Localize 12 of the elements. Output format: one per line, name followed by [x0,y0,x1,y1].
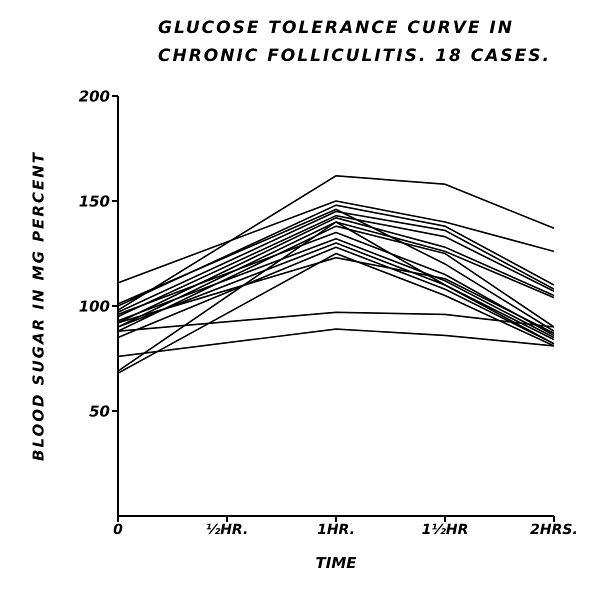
y-axis-title: BLOOD SUGAR IN MG PERCENT [29,151,48,461]
x-axis-title: TIME [316,554,358,572]
y-tick-label: 150 [78,192,110,210]
y-tick-label: 100 [78,297,110,316]
x-tick-label: 2HRS. [530,522,578,538]
x-tick-label: 0 [113,522,124,538]
x-tick-label: 1HR. [317,522,355,538]
y-tick-label: 200 [78,87,110,106]
x-tick-label: 1½HR [422,522,468,538]
x-tick-label: ½HR. [206,522,248,538]
chart-title: GLUCOSE TOLERANCE CURVE IN CHRONIC FOLLICULITIS. 18 CASES. [157,17,552,68]
y-tick-label: 50 [89,402,110,420]
